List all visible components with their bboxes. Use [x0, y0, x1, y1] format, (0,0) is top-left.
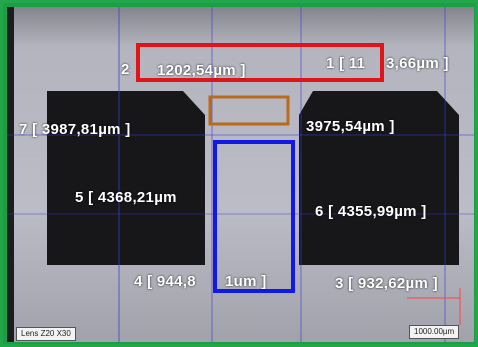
measurement-7: 7 [ 3987,81µm ] [19, 121, 131, 138]
measurement-4: 4 [ 944,8 [134, 273, 196, 290]
measurement-6: 6 [ 4355,99µm ] [315, 203, 427, 220]
measurement-1: 1 [ 11 [326, 55, 366, 72]
measurement-2-index: 2 [121, 61, 130, 78]
measurement-3: 3 [ 932,62µm ] [335, 275, 438, 292]
left-edge-strip [7, 7, 14, 342]
scale-label: 1000.00µm [409, 325, 460, 339]
measurement-4-tail: 1um ] [225, 273, 267, 290]
orange-highlight-box [208, 95, 290, 126]
red-highlight-box [136, 43, 384, 82]
measurement-1-tail: 3,66µm ] [386, 55, 449, 72]
measurement-8: 3975,54µm ] [306, 118, 395, 135]
left-pad [47, 91, 205, 265]
blue-highlight-box [213, 140, 295, 293]
measurement-overlay [7, 7, 474, 342]
lens-label: Lens Z20 X30 [16, 327, 76, 341]
measurement-5: 5 [ 4368,21µm [75, 189, 177, 206]
microscope-image: 1 [ 11 3,66µm ] 2 1202,54µm ] 7 [ 3987,8… [7, 7, 474, 342]
measurement-2-value: 1202,54µm ] [157, 62, 246, 79]
